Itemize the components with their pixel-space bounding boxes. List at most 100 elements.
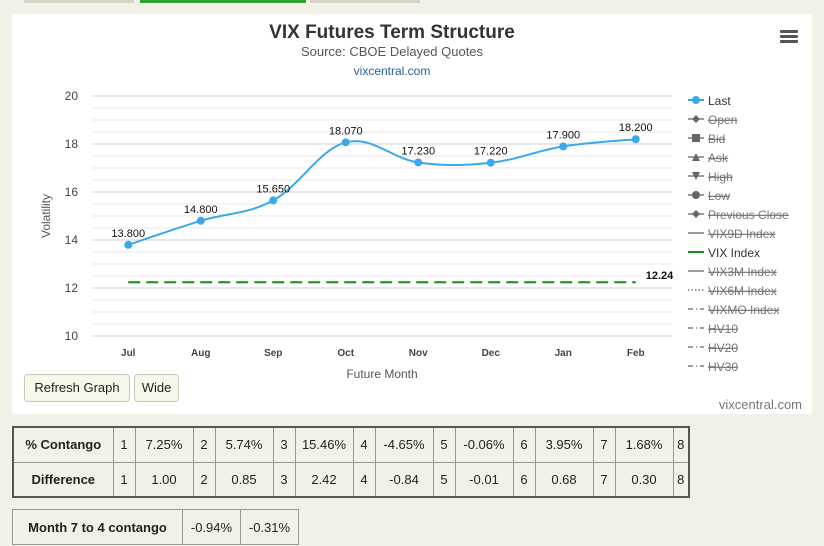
table-cell: -0.94% [182, 509, 241, 545]
vix-index-label: 12.24 [646, 270, 674, 282]
nav-tab-inactive[interactable] [310, 0, 420, 3]
refresh-graph-button[interactable]: Refresh Graph [24, 374, 130, 402]
data-label: 18.070 [329, 125, 363, 137]
data-label: 15.650 [256, 183, 290, 195]
y-tick-label: 16 [65, 185, 79, 199]
x-tick-label: Nov [409, 348, 428, 359]
legend-item[interactable]: VIX3M Index [708, 265, 777, 279]
table-cell: 1.68% [614, 426, 674, 463]
last-data-point [341, 138, 350, 147]
table-cell: 3.95% [534, 426, 594, 463]
x-tick-label: Feb [627, 348, 645, 359]
table-cell: 6 [512, 461, 536, 498]
data-label: 17.220 [474, 146, 508, 158]
chart-credit: vixcentral.com [718, 397, 802, 412]
legend-item[interactable]: VIXMO Index [708, 303, 779, 317]
last-data-point [414, 158, 423, 167]
legend-item[interactable]: Previous Close [708, 208, 789, 222]
chart-title: VIX Futures Term Structure [269, 22, 515, 43]
data-label: 17.230 [401, 145, 435, 157]
table-row: Difference 1 1.00 2 0.85 3 2.42 4 -0.84 5 -0.01 6 0.… [12, 461, 690, 498]
table-cell: 15.46% [294, 426, 354, 463]
legend-item[interactable]: Open [708, 113, 737, 127]
legend-marker [692, 210, 700, 218]
last-data-point [631, 135, 640, 144]
legend-item[interactable]: HV30 [708, 360, 738, 374]
data-label: 17.900 [546, 129, 580, 141]
contango-table: % Contango 1 7.25% 2 5.74% 3 15.46% 4 -4.65% 5 -0.… [12, 426, 690, 498]
x-axis-title: Future Month [346, 367, 417, 381]
table-cell: 7.25% [134, 426, 194, 463]
table-cell: -4.65% [374, 426, 434, 463]
last-data-point [559, 142, 568, 151]
table-cell: 1 [112, 461, 136, 498]
legend-item[interactable]: Ask [708, 151, 729, 165]
table-cell: 5.74% [214, 426, 274, 463]
legend-item[interactable]: Low [708, 189, 730, 203]
table-cell: -0.84 [374, 461, 434, 498]
table-cell: 8 [672, 426, 690, 463]
x-tick-label: Oct [337, 348, 354, 359]
table-cell: -0.06% [454, 426, 514, 463]
last-data-point [124, 240, 133, 249]
chart-site-label: vixcentral.com [353, 64, 431, 78]
data-label: 13.800 [111, 228, 145, 240]
nav-tab-active[interactable] [140, 0, 306, 3]
table-row: Month 7 to 4 contango -0.94% -0.31% [12, 509, 299, 545]
legend-marker [692, 96, 700, 104]
legend-item[interactable]: HV20 [708, 341, 738, 355]
y-tick-label: 18 [65, 137, 79, 151]
table-cell: 3 [272, 426, 296, 463]
x-tick-label: Dec [482, 348, 501, 359]
top-nav-strip [0, 0, 824, 4]
wide-button[interactable]: Wide [134, 374, 179, 402]
table-cell: 4 [352, 426, 376, 463]
data-label: 18.200 [619, 122, 653, 134]
table-cell: 6 [512, 426, 536, 463]
month-contango-table: Month 7 to 4 contango -0.94% -0.31% [12, 509, 299, 545]
chart-subtitle: Source: CBOE Delayed Quotes [300, 44, 484, 59]
table-cell: 7 [592, 461, 616, 498]
hamburger-menu-icon[interactable] [780, 30, 798, 44]
row-label: % Contango [12, 426, 114, 463]
table-cell: -0.31% [240, 509, 299, 545]
table-cell: 8 [672, 461, 690, 498]
table-row: % Contango 1 7.25% 2 5.74% 3 15.46% 4 -4.65% 5 -0.… [12, 426, 690, 463]
table-cell: 5 [432, 461, 456, 498]
legend-item[interactable]: VIX9D Index [708, 227, 775, 241]
y-tick-label: 20 [65, 89, 79, 103]
legend-item[interactable]: VIX6M Index [708, 284, 777, 298]
table-cell: 4 [352, 461, 376, 498]
table-cell: 7 [592, 426, 616, 463]
row-label: Difference [12, 461, 114, 498]
y-tick-label: 14 [65, 233, 79, 247]
legend-item[interactable]: HV10 [708, 322, 738, 336]
table-cell: 1 [112, 426, 136, 463]
legend-item[interactable]: Bid [708, 132, 725, 146]
last-data-point [486, 158, 495, 167]
x-tick-label: Jan [555, 348, 572, 359]
table-cell: 2.42 [294, 461, 354, 498]
legend-item[interactable]: Last [708, 94, 731, 108]
nav-tab-inactive[interactable] [24, 0, 134, 3]
table-cell: 3 [272, 461, 296, 498]
last-data-point [269, 196, 278, 205]
legend-marker [692, 172, 700, 180]
legend-item[interactable]: VIX Index [708, 246, 760, 260]
legend-marker [692, 191, 700, 199]
table-cell: 0.68 [534, 461, 594, 498]
x-tick-label: Sep [264, 348, 282, 359]
legend-marker [692, 115, 700, 123]
chart-svg: 10 12 14 16 18 20 Jul Aug Sep Oct Nov Dec Jan Feb Futu… [39, 89, 789, 381]
x-tick-label: Aug [191, 348, 210, 359]
table-cell: 0.30 [614, 461, 674, 498]
table-cell: 2 [192, 461, 216, 498]
table-cell: -0.01 [454, 461, 514, 498]
legend-item[interactable]: High [708, 170, 733, 184]
chart-panel: VIX Futures Term Structure Source: CBOE … [12, 14, 812, 414]
y-axis-title: Volatility [39, 194, 53, 238]
data-label: 14.800 [184, 204, 218, 216]
legend-marker [692, 153, 700, 161]
row-label: Month 7 to 4 contango [12, 509, 183, 545]
y-tick-label: 10 [65, 329, 79, 343]
